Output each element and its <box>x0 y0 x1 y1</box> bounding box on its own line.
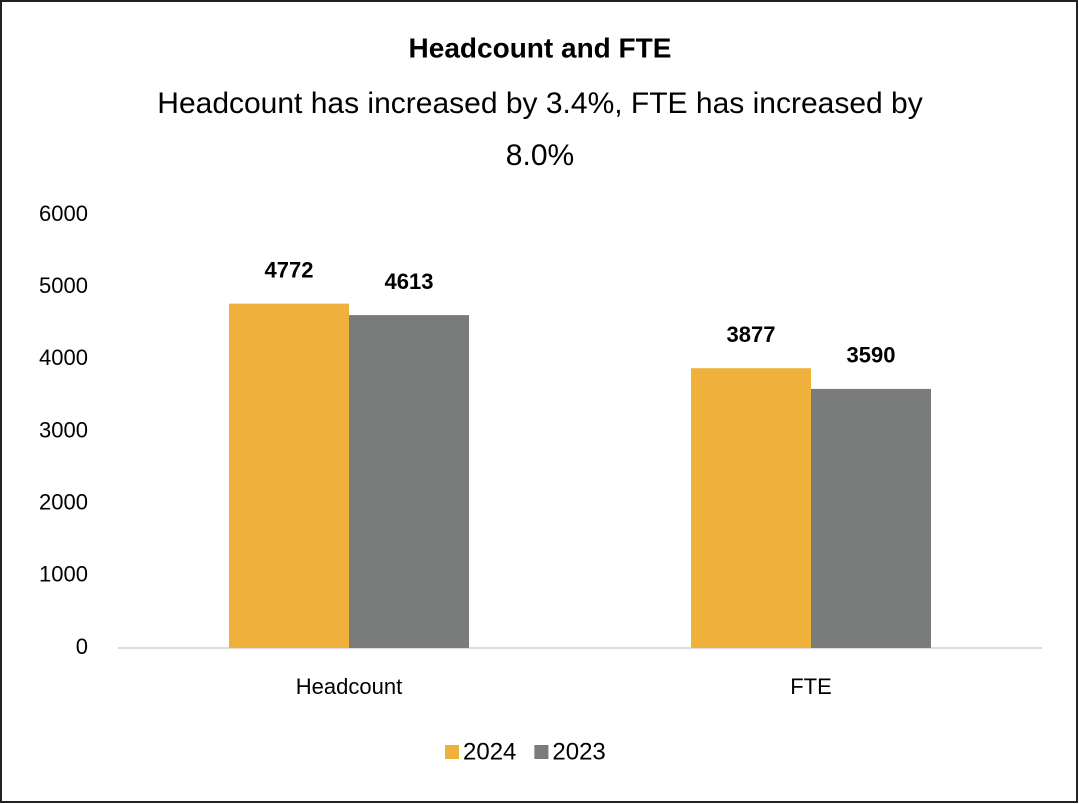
data-label: 4772 <box>265 257 314 282</box>
bar <box>229 303 349 648</box>
x-tick-label: FTE <box>790 674 832 699</box>
y-tick-label: 3000 <box>39 417 88 442</box>
legend-label: 2024 <box>463 738 516 765</box>
y-tick-label: 4000 <box>39 345 88 370</box>
legend-swatch <box>534 745 549 759</box>
data-label: 3877 <box>727 322 776 347</box>
data-label: 3590 <box>847 343 896 368</box>
data-label: 4613 <box>385 269 434 294</box>
bar <box>349 315 469 648</box>
y-tick-label: 5000 <box>39 273 88 298</box>
chart-title: Headcount and FTE <box>409 32 672 63</box>
subtitle-box: Headcount has increased by 3.4%, FTE has… <box>157 87 923 172</box>
x-tick-label: Headcount <box>296 674 402 699</box>
bar <box>811 388 931 648</box>
legend-swatch <box>445 745 459 759</box>
y-tick-label: 2000 <box>39 489 88 514</box>
legend-label: 2023 <box>552 738 605 765</box>
bar <box>691 368 811 648</box>
y-tick-label: 6000 <box>39 201 88 226</box>
chart-subtitle: Headcount has increased by 3.4%, FTE has… <box>157 87 923 172</box>
y-tick-label: 0 <box>76 634 88 659</box>
y-tick-label: 1000 <box>39 562 88 587</box>
